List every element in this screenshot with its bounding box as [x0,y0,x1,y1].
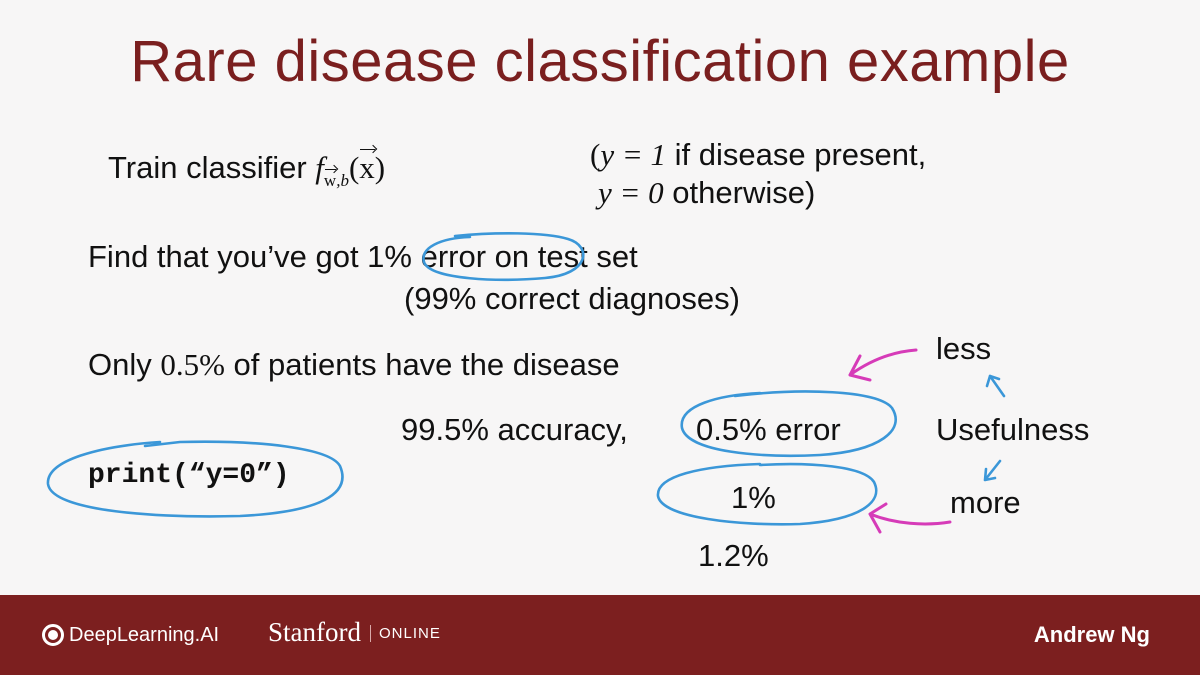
arrow-up-icon [985,374,1006,398]
function-f: f [315,150,324,185]
online-label: ONLINE [370,625,441,642]
option-one-point-two-percent: 1.2% [698,538,769,573]
arrow-down-icon [983,459,1002,482]
found-text: Find that you’ve got [88,239,368,274]
arrow-to-half-percent-icon [848,348,918,382]
subscript-b: ,b [336,171,349,190]
deeplearning-text: DeepLearning.AI [69,623,220,646]
arrow-to-one-percent-icon [868,502,952,534]
correct-diagnoses: (99% correct diagnoses) [404,281,740,316]
open-paren: ( [348,150,360,185]
one-percent-error: 1% error [367,239,487,274]
slide: Rare disease classification example Trai… [0,0,1200,595]
prevalence-pct: 0.5% [160,347,225,382]
usefulness-less: less [936,331,992,366]
disease-present-text: if disease present, [666,137,927,172]
accuracy-text: 99.5% accuracy, [401,412,628,447]
label-open-paren: ( [590,137,601,172]
usefulness-label: Usefulness [936,412,1090,447]
option-one-percent: 1% [731,480,776,515]
y-equals-0: y = 0 [598,175,664,210]
only-text: Only [88,347,161,382]
footer-bar: DeepLearning.AI Stanford ONLINE Andrew N… [0,595,1200,675]
vector-x: x [359,149,375,185]
patients-text: of patients have the disease [224,347,620,382]
half-percent-error: 0.5% error [696,412,841,447]
prevalence-line: Only 0.5% of patients have the disease [88,349,620,380]
otherwise-text: otherwise) [663,175,816,210]
deeplearning-logo: DeepLearning.AI [42,622,219,648]
deeplearning-icon [42,624,64,646]
print-code: print(“y=0”) [88,460,290,491]
label-definition-1: (y = 1 if disease present, [590,139,926,170]
usefulness-more: more [950,485,1021,520]
stanford-logo: Stanford [268,617,361,647]
close-paren: ) [374,150,386,185]
train-classifier-line: Train classifier fw,b(x) [108,149,386,190]
y-equals-1: y = 1 [600,137,667,172]
slide-title: Rare disease classification example [130,29,1070,94]
error-line: Find that you’ve got 1% error on test se… [88,241,638,272]
test-set-text: on test set [486,239,638,274]
vector-w: w [323,169,337,190]
label-definition-2: y = 0 otherwise) [598,177,815,208]
train-classifier-text: Train classifier [108,150,316,185]
author-name: Andrew Ng [1033,622,1150,647]
